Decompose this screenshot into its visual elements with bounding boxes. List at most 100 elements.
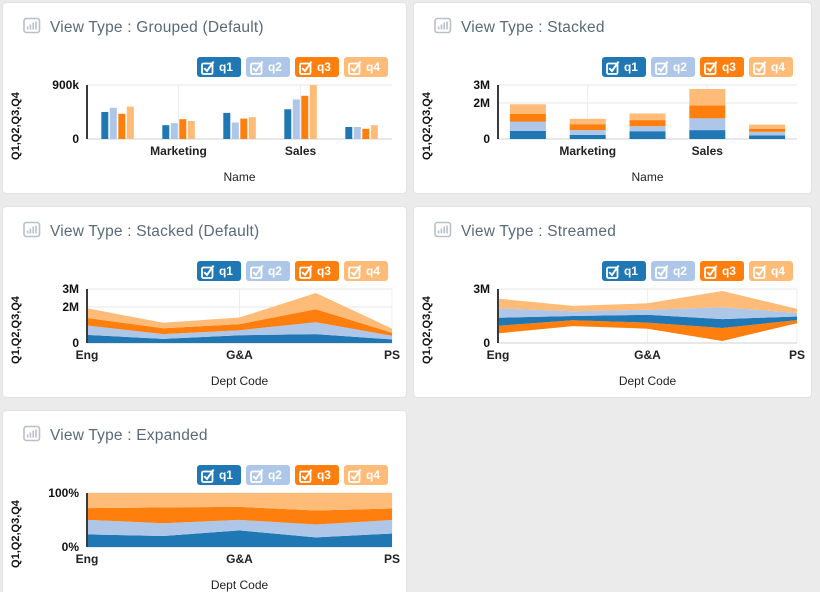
- svg-text:Dept Code: Dept Code: [211, 374, 269, 388]
- svg-text:Name: Name: [631, 170, 663, 184]
- svg-text:0: 0: [483, 336, 490, 350]
- legend-toggle-q1[interactable]: q1: [196, 261, 241, 281]
- chart-svg: 0% 100% Eng G&A PS Dept Code Q1,Q2,Q3,Q4: [10, 487, 400, 592]
- legend: q1 q2 q3 q4: [414, 57, 793, 77]
- svg-text:Q1,Q2,Q3,Q4: Q1,Q2,Q3,Q4: [421, 91, 433, 160]
- chart-canvas[interactable]: 0 3M Eng G&A PS Dept Code Q1,Q2,Q3,Q4: [414, 283, 811, 389]
- checkbox-checked-icon: [299, 264, 313, 279]
- legend-toggle-q4[interactable]: q4: [343, 57, 388, 77]
- legend-toggle-q2[interactable]: q2: [245, 57, 290, 77]
- legend-toggle-q2[interactable]: q2: [245, 261, 290, 281]
- legend-label: q4: [365, 468, 380, 482]
- checkbox-checked-icon: [348, 264, 362, 279]
- legend-label: q3: [721, 264, 736, 278]
- legend-toggle-q3[interactable]: q3: [294, 261, 339, 281]
- legend-label: q1: [218, 60, 233, 74]
- panel-header: View Type : Stacked: [414, 3, 811, 39]
- checkbox-checked-icon: [250, 264, 264, 279]
- legend-label: q1: [218, 468, 233, 482]
- legend-toggle-q1[interactable]: q1: [196, 57, 241, 77]
- svg-text:3M: 3M: [62, 283, 79, 296]
- chart-canvas[interactable]: 0 900k Marketing Sales Name Q1,Q2,Q3,Q4: [3, 79, 406, 185]
- svg-text:PS: PS: [384, 552, 400, 566]
- svg-text:Eng: Eng: [76, 552, 99, 566]
- legend-label: q4: [770, 60, 785, 74]
- panel-header: View Type : Streamed: [414, 207, 811, 243]
- svg-text:Q1,Q2,Q3,Q4: Q1,Q2,Q3,Q4: [10, 91, 22, 160]
- bar-chart-icon: [23, 425, 41, 447]
- legend-label: q3: [316, 468, 331, 482]
- chart-svg: 0 2M 3M Marketing Sales Name Q1,Q2,Q3,Q4: [421, 79, 797, 184]
- panel-title: View Type : Stacked: [461, 19, 605, 36]
- bar-chart-icon-svg: [434, 221, 452, 238]
- legend-label: q3: [316, 60, 331, 74]
- checkbox-checked-icon: [299, 468, 313, 483]
- legend-toggle-q2[interactable]: q2: [650, 57, 695, 77]
- chart-panel-streamed: View Type : Streamed q1 q2 q3 q4 0 3M Eng G&A P…: [413, 206, 812, 398]
- legend-toggle-q4[interactable]: q4: [748, 261, 793, 281]
- svg-text:Q1,Q2,Q3,Q4: Q1,Q2,Q3,Q4: [421, 295, 433, 364]
- panel-title: View Type : Grouped (Default): [50, 19, 264, 36]
- legend-toggle-q4[interactable]: q4: [343, 465, 388, 485]
- svg-text:Q1,Q2,Q3,Q4: Q1,Q2,Q3,Q4: [10, 295, 22, 364]
- bar-chart-icon-svg: [23, 425, 41, 442]
- checkbox-checked-icon: [201, 60, 215, 75]
- checkbox-checked-icon: [348, 60, 362, 75]
- legend-toggle-q3[interactable]: q3: [699, 57, 744, 77]
- svg-text:Eng: Eng: [76, 348, 99, 362]
- bar-chart-icon-svg: [23, 17, 41, 34]
- chart-canvas[interactable]: 0% 100% Eng G&A PS Dept Code Q1,Q2,Q3,Q4: [3, 487, 406, 592]
- chart-svg: 0 3M Eng G&A PS Dept Code Q1,Q2,Q3,Q4: [421, 283, 805, 388]
- checkbox-checked-icon: [201, 468, 215, 483]
- svg-text:PS: PS: [789, 348, 805, 362]
- svg-text:G&A: G&A: [226, 348, 253, 362]
- checkbox-checked-icon: [704, 264, 718, 279]
- legend-toggle-q4[interactable]: q4: [343, 261, 388, 281]
- legend-label: q1: [218, 264, 233, 278]
- bar-chart-icon: [434, 221, 452, 243]
- legend-label: q3: [721, 60, 736, 74]
- bar-chart-icon: [23, 17, 41, 39]
- panel-header: View Type : Stacked (Default): [3, 207, 406, 243]
- chart-svg: 0 2M 3M Eng G&A PS Dept Code Q1,Q2,Q3,Q4: [10, 283, 400, 388]
- checkbox-checked-icon: [201, 264, 215, 279]
- panel-title: View Type : Streamed: [461, 223, 617, 240]
- checkbox-checked-icon: [704, 60, 718, 75]
- chart-canvas[interactable]: 0 2M 3M Eng G&A PS Dept Code Q1,Q2,Q3,Q4: [3, 283, 406, 389]
- checkbox-checked-icon: [753, 60, 767, 75]
- svg-text:Name: Name: [223, 170, 255, 184]
- legend-toggle-q2[interactable]: q2: [650, 261, 695, 281]
- svg-text:100%: 100%: [48, 487, 79, 500]
- svg-text:2M: 2M: [473, 96, 490, 110]
- chart-canvas[interactable]: 0 2M 3M Marketing Sales Name Q1,Q2,Q3,Q4: [414, 79, 811, 185]
- chart-panel-stacked: View Type : Stacked q1 q2 q3 q4 0 2M 3M Market…: [413, 2, 812, 194]
- svg-text:3M: 3M: [473, 79, 490, 92]
- svg-text:G&A: G&A: [634, 348, 661, 362]
- legend-toggle-q4[interactable]: q4: [748, 57, 793, 77]
- legend-label: q2: [267, 60, 282, 74]
- svg-text:Eng: Eng: [487, 348, 510, 362]
- legend: q1 q2 q3 q4: [3, 465, 388, 485]
- legend-toggle-q3[interactable]: q3: [294, 465, 339, 485]
- legend-toggle-q1[interactable]: q1: [196, 465, 241, 485]
- checkbox-checked-icon: [655, 60, 669, 75]
- legend-toggle-q3[interactable]: q3: [294, 57, 339, 77]
- legend-label: q1: [623, 60, 638, 74]
- checkbox-checked-icon: [348, 468, 362, 483]
- legend-toggle-q1[interactable]: q1: [601, 261, 646, 281]
- legend-toggle-q1[interactable]: q1: [601, 57, 646, 77]
- svg-text:2M: 2M: [62, 300, 79, 314]
- panel-title: View Type : Expanded: [50, 427, 208, 444]
- legend-label: q1: [623, 264, 638, 278]
- checkbox-checked-icon: [250, 60, 264, 75]
- legend-toggle-q3[interactable]: q3: [699, 261, 744, 281]
- legend-label: q2: [672, 60, 687, 74]
- legend-toggle-q2[interactable]: q2: [245, 465, 290, 485]
- svg-text:3M: 3M: [473, 283, 490, 296]
- svg-text:Sales: Sales: [285, 144, 317, 158]
- legend-label: q3: [316, 264, 331, 278]
- bar-chart-icon: [23, 221, 41, 243]
- bar-chart-icon-svg: [23, 221, 41, 238]
